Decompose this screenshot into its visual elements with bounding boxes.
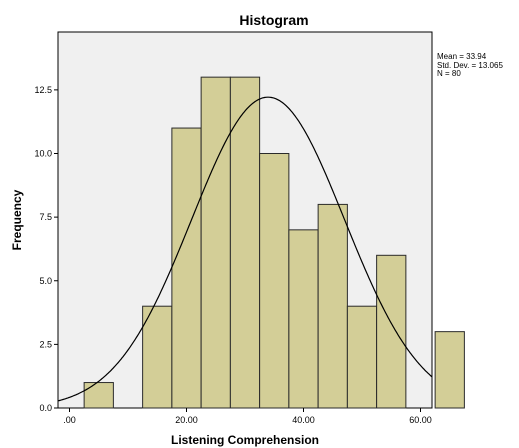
stat-mean: Mean = 33.94 [437, 52, 487, 61]
x-axis-ticks: .00 20.00 40.00 60.00 [63, 408, 432, 425]
y-tick-label-0: 0.0 [39, 403, 52, 413]
y-tick-label-2: 5.0 [39, 276, 52, 286]
statistics-box: Mean = 33.94 Std. Dev. = 13.065 N = 80 [437, 52, 503, 79]
histogram-bar-8 [346, 305, 378, 409]
histogram-bar-1 [142, 305, 173, 409]
histogram-bar-7 [317, 203, 348, 409]
x-axis-label: Listening Comprehension [171, 433, 319, 447]
y-tick-label-1: 2.5 [39, 339, 52, 349]
histogram-bar-4 [229, 76, 261, 409]
histogram-bar-9 [376, 254, 407, 409]
y-tick-label-5: 12.5 [34, 85, 52, 95]
chart-title: Histogram [239, 12, 308, 28]
normal-distribution-curve [57, 96, 433, 402]
histogram-bar-3 [200, 76, 231, 409]
y-tick-label-4: 10.0 [34, 149, 52, 159]
histogram-bar-2 [171, 127, 202, 409]
stat-std-dev: Std. Dev. = 13.065 [437, 60, 503, 70]
y-tick-label-3: 7.5 [39, 212, 52, 222]
x-tick-label-1: 20.00 [175, 415, 198, 425]
y-axis-ticks: 0.0 2.5 5.0 7.5 10.0 12.5 [34, 85, 58, 413]
x-tick-label-0: .00 [63, 415, 76, 425]
histogram-bars [83, 76, 465, 409]
y-axis-label: Frequency [10, 189, 24, 250]
stat-n: N = 80 [437, 69, 461, 78]
histogram-bar-5 [259, 153, 290, 409]
x-tick-label-2: 40.00 [292, 415, 315, 425]
histogram-bar-10 [434, 331, 465, 409]
histogram-bar-0 [83, 382, 114, 409]
histogram-bar-6 [288, 229, 319, 409]
x-tick-label-3: 60.00 [409, 415, 432, 425]
